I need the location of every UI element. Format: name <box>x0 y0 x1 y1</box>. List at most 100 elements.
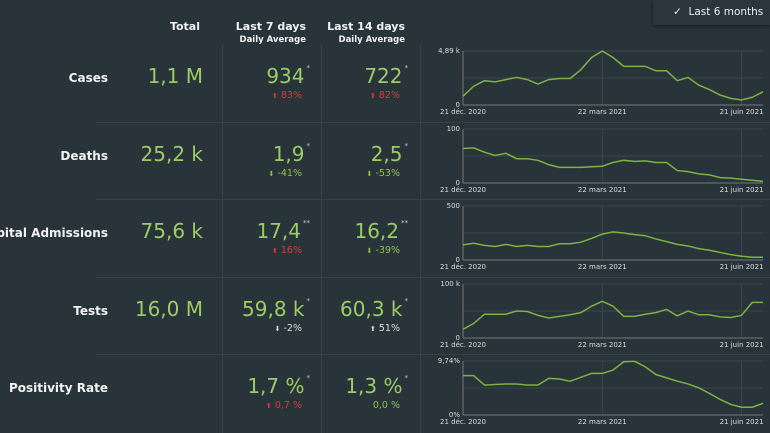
l7-value: 17,4 <box>256 219 301 243</box>
data-line <box>462 147 764 183</box>
metric-label: Cases <box>68 71 108 85</box>
x-tick-label: 21 déc. 2020 <box>440 108 486 116</box>
footnote-mark: ** <box>401 219 408 227</box>
sparkline-chart: 0 4,89 k 21 déc. 2020 22 mars 2021 21 juin 2… <box>438 47 764 116</box>
row-divider <box>96 354 770 355</box>
l7-value: 934 <box>266 64 305 88</box>
metric-row: Cases 1,1 M 934 * ⬆ 83% 722 * ⬆ 82% <box>0 44 770 122</box>
header-last-14-days: Last 14 days Daily Average <box>327 20 405 45</box>
x-tick-label: 21 juin 2021 <box>720 108 764 116</box>
x-tick-label: 21 déc. 2020 <box>440 186 486 194</box>
y-tick-label: 0% <box>449 411 460 419</box>
l7-value: 1,7 % <box>247 374 305 398</box>
l14-cell: 2,5 * ⬇ -53% <box>318 142 408 179</box>
up-arrow-icon: ⬆ <box>265 402 272 410</box>
l14-cell: 1,3 % * 0,0 % <box>318 374 408 411</box>
total-value: 16,0 M <box>134 297 203 321</box>
x-tick-label: 22 mars 2021 <box>578 108 627 116</box>
column-divider <box>222 45 223 433</box>
x-tick-label: 21 déc. 2020 <box>440 418 486 426</box>
y-tick-label: 0 <box>456 101 460 109</box>
down-arrow-icon: ⬇ <box>366 247 373 255</box>
metric-label: Positivity Rate <box>8 381 108 395</box>
l14-change: ⬇ -53% <box>318 168 408 179</box>
footnote-mark: * <box>306 374 311 382</box>
x-tick-label: 21 juin 2021 <box>720 418 764 426</box>
l14-value: 60,3 k <box>340 297 403 321</box>
footnote-mark: * <box>404 297 409 305</box>
l14-change: ⬆ 51% <box>318 323 408 334</box>
y-tick-label: 0 <box>456 179 460 187</box>
l7-change: ⬇ -41% <box>220 168 310 179</box>
y-tick-label: 9,74% <box>438 357 461 365</box>
sparkline-chart: 0 100 21 déc. 2020 22 mars 2021 21 juin 2021 <box>440 125 764 194</box>
l7-cell: 1,7 % * ⬆ 0,7 % <box>220 374 310 411</box>
l14-value: 16,2 <box>354 219 399 243</box>
l7-value: 59,8 k <box>242 297 305 321</box>
l14-change: ⬇ -39% <box>318 245 408 256</box>
l7-cell: 17,4 ** ⬆ 16% <box>220 219 310 256</box>
y-tick-label: 0 <box>456 334 460 342</box>
x-tick-label: 21 déc. 2020 <box>440 263 486 271</box>
metric-label: Tests <box>73 304 108 318</box>
l14-change-text: -39% <box>375 245 400 256</box>
range-dropdown[interactable]: ✓ Last 6 months <box>653 0 770 25</box>
l14-change-text: 82% <box>378 90 400 101</box>
l14-change-text: 0,0 % <box>372 400 400 411</box>
l7-value: 1,9 <box>272 142 305 166</box>
l7-change: ⬇ -2% <box>220 323 310 334</box>
x-tick-label: 22 mars 2021 <box>578 341 627 349</box>
data-line <box>463 360 764 408</box>
data-line <box>462 231 763 259</box>
l14-cell: 60,3 k * ⬆ 51% <box>318 297 408 334</box>
up-arrow-icon: ⬆ <box>369 92 376 100</box>
l7-change-text: 83% <box>280 90 302 101</box>
l7-change: ⬆ 83% <box>220 90 310 101</box>
header-last-7-days: Last 7 days Daily Average <box>236 20 306 45</box>
range-dropdown-label: Last 6 months <box>688 6 764 18</box>
footnote-mark: * <box>306 297 311 305</box>
l14-value: 722 <box>364 64 403 88</box>
footnote-mark: * <box>306 142 311 150</box>
l14-change: ⬆ 82% <box>318 90 408 101</box>
check-icon: ✓ <box>673 6 682 18</box>
metric-label: Hospital Admissions <box>0 226 108 240</box>
header-last-7-label: Last 7 days <box>235 20 306 33</box>
l14-change-text: -53% <box>375 168 400 179</box>
x-tick-label: 21 juin 2021 <box>720 186 764 194</box>
footnote-mark: ** <box>303 219 310 227</box>
total-value: 75,6 k <box>140 219 203 243</box>
l14-change: 0,0 % <box>318 400 408 411</box>
l7-change: ⬆ 0,7 % <box>220 400 310 411</box>
header-daily-average: Daily Average <box>338 35 405 45</box>
metric-row: Hospital Admissions 75,6 k 17,4** ⬆ 16% … <box>0 199 770 277</box>
footnote-mark: * <box>404 374 409 382</box>
metric-label: Deaths <box>60 149 108 163</box>
down-arrow-icon: ⬇ <box>268 170 275 178</box>
l7-change-text: 16% <box>280 245 302 256</box>
row-divider <box>96 199 770 200</box>
footnote-mark: * <box>404 142 409 150</box>
l7-change-text: 0,7 % <box>274 400 302 411</box>
y-tick-label: 500 <box>447 202 460 210</box>
up-arrow-icon: ⬆ <box>271 247 278 255</box>
y-tick-label: 0 <box>456 256 460 264</box>
sparkline-chart: 0 100 k 21 déc. 2020 22 mars 2021 21 juin 20… <box>440 280 764 349</box>
l7-cell: 934 * ⬆ 83% <box>220 64 310 101</box>
header-daily-average: Daily Average <box>239 35 306 45</box>
x-tick-label: 21 juin 2021 <box>720 341 764 349</box>
l7-change: ⬆ 16% <box>220 245 310 256</box>
x-tick-label: 22 mars 2021 <box>578 418 627 426</box>
metric-row: Tests 16,0 M 59,8 k * ⬇ -2% 60,3 k * ⬆ 51% <box>0 277 770 355</box>
l7-cell: 59,8 k * ⬇ -2% <box>220 297 310 334</box>
footnote-mark: * <box>404 64 409 72</box>
l14-value: 1,3 % <box>345 374 403 398</box>
data-line <box>462 50 764 101</box>
x-tick-label: 22 mars 2021 <box>578 186 627 194</box>
l7-change-text: -2% <box>283 323 303 334</box>
metric-row: Positivity Rate 1,7 % * ⬆ 0,7 % 1,3 % * 0,… <box>0 354 770 432</box>
l14-value: 2,5 <box>370 142 403 166</box>
header-last-14-label: Last 14 days <box>327 20 405 33</box>
l14-cell: 16,2 ** ⬇ -39% <box>318 219 408 256</box>
sparkline-chart: 0 500 21 déc. 2020 22 mars 2021 21 juin 2021 <box>440 202 764 271</box>
